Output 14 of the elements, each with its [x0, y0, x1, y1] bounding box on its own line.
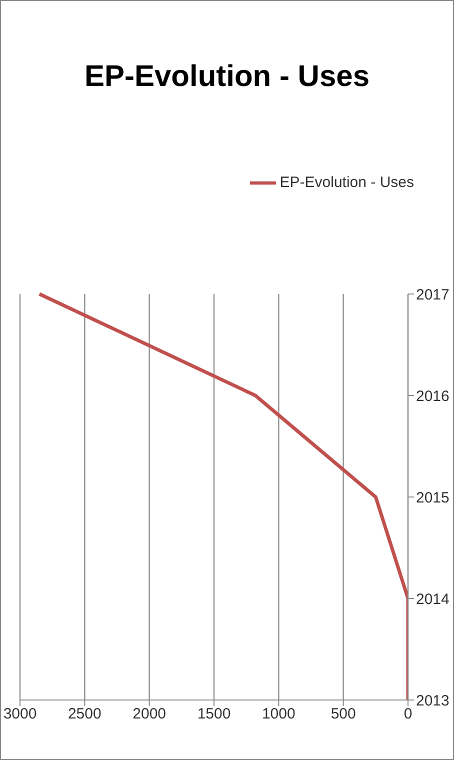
y-tick-label: 2013 — [416, 692, 450, 710]
y-tick-label: 2017 — [416, 286, 450, 304]
x-tick-label: 2000 — [132, 706, 166, 723]
x-tick-label: 0 — [404, 706, 412, 723]
x-tick-label: 3000 — [3, 706, 37, 723]
chart-title: EP-Evolution - Uses — [83, 60, 371, 94]
legend-label: EP-Evolution - Uses — [280, 174, 414, 192]
x-tick-label: 500 — [330, 706, 356, 723]
x-tick-label: 1000 — [262, 706, 296, 723]
x-tick-label: 2500 — [68, 706, 102, 723]
y-tick-label: 2016 — [416, 388, 450, 405]
x-tick-label: 1500 — [197, 706, 231, 723]
y-tick-label: 2015 — [416, 489, 450, 506]
y-tick-label: 2014 — [416, 590, 450, 608]
